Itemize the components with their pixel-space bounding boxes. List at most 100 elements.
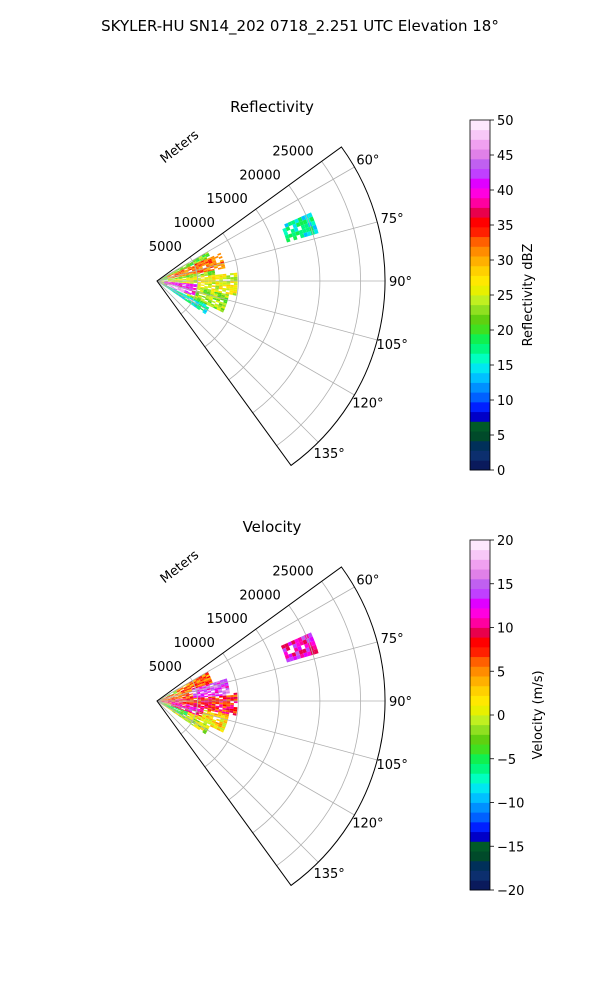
echo-cell — [222, 273, 227, 276]
colorbar-swatch — [470, 705, 490, 716]
echo-cell — [198, 676, 203, 680]
echo-cell — [193, 273, 197, 276]
echo-cell — [170, 705, 175, 708]
echo-cell — [175, 277, 179, 279]
echo-cell — [166, 705, 171, 708]
echo-cell — [184, 689, 189, 692]
echo-cell — [202, 256, 207, 259]
echo-cell — [175, 703, 179, 705]
echo-cell — [167, 282, 172, 283]
echo-cell — [182, 704, 187, 706]
echo-cell — [171, 701, 176, 702]
echo-cell — [221, 306, 226, 309]
echo-cell — [223, 299, 228, 302]
echo-cell — [213, 263, 218, 266]
echo-cell — [167, 279, 172, 281]
echo-cell — [211, 706, 216, 709]
echo-cell — [222, 304, 227, 308]
azimuth-tick-label: 105° — [377, 338, 408, 353]
echo-cell — [178, 294, 182, 297]
echo-cell — [208, 681, 213, 684]
echo-cell — [200, 300, 204, 304]
echo-cell — [299, 233, 305, 239]
echo-cell — [167, 284, 171, 286]
echo-cell — [183, 712, 188, 716]
echo-cell — [217, 263, 222, 267]
echo-cell — [283, 231, 289, 236]
echo-cell — [187, 713, 191, 716]
echo-cell — [174, 274, 179, 276]
echo-cell — [233, 287, 238, 290]
echo-cell — [223, 678, 228, 682]
echo-cell — [160, 281, 165, 283]
echo-cell — [173, 709, 177, 712]
echo-cell — [214, 255, 219, 259]
echo-cell — [200, 284, 205, 286]
echo-cell — [233, 278, 238, 281]
colorbar-swatch — [470, 304, 490, 315]
echo-cell — [178, 703, 183, 705]
colorbar-swatch — [470, 821, 490, 833]
echo-cell — [175, 713, 179, 716]
echo-cell — [185, 273, 190, 275]
echo-cell — [186, 715, 191, 718]
echo-cell — [230, 277, 234, 280]
echo-cell — [167, 698, 172, 700]
echo-cell — [202, 723, 207, 726]
echo-cell — [202, 724, 206, 728]
echo-cell — [182, 278, 187, 280]
echo-cell — [285, 658, 291, 663]
echo-cell — [173, 708, 177, 711]
range-ring — [180, 256, 199, 315]
echo-cell — [160, 702, 164, 704]
echo-cell — [206, 268, 211, 271]
echo-cell — [184, 719, 188, 722]
echo-cell — [219, 282, 223, 285]
echo-cell — [203, 309, 207, 313]
echo-cell — [199, 269, 204, 272]
echo-cell — [169, 287, 174, 290]
echo-cell — [193, 693, 197, 696]
echo-cell — [221, 684, 226, 688]
echo-cell — [174, 696, 179, 698]
azimuth-tick-label: 135° — [313, 447, 344, 462]
echo-cell — [185, 707, 190, 709]
echo-cell — [186, 683, 190, 686]
echo-cell — [184, 290, 189, 293]
azimuth-gridline — [156, 280, 355, 396]
echo-cell — [182, 697, 187, 699]
echo-cell — [297, 216, 303, 223]
echo-cell — [166, 694, 171, 697]
echo-cell — [178, 283, 183, 285]
echo-cell — [206, 294, 211, 297]
echo-cell — [189, 262, 194, 266]
echo-cell — [182, 701, 187, 703]
echo-cell — [211, 300, 216, 304]
echo-cell — [191, 687, 196, 690]
echo-cell — [204, 671, 209, 675]
echo-cell — [229, 708, 234, 711]
echo-cell — [218, 256, 223, 259]
echo-cell — [167, 698, 172, 699]
echo-cell — [289, 656, 294, 662]
echo-cell — [219, 281, 223, 283]
echo-cell — [198, 675, 203, 679]
echo-cell — [167, 281, 172, 283]
echo-cell — [164, 279, 168, 280]
echo-cell — [193, 705, 197, 708]
echo-cell — [211, 273, 216, 276]
echo-cell — [163, 697, 168, 699]
echo-cell — [208, 275, 212, 277]
echo-cell — [176, 709, 181, 712]
echo-cell — [164, 281, 168, 283]
echo-cell — [213, 724, 218, 728]
echo-cell — [186, 283, 190, 285]
echo-cell — [175, 278, 179, 280]
echo-cell — [166, 287, 170, 290]
echo-cell — [280, 644, 286, 650]
echo-cell — [160, 700, 165, 701]
colorbar-swatch — [470, 549, 490, 560]
echo-cell — [213, 683, 218, 686]
echo-cell — [219, 259, 224, 263]
echo-cell — [171, 283, 176, 285]
